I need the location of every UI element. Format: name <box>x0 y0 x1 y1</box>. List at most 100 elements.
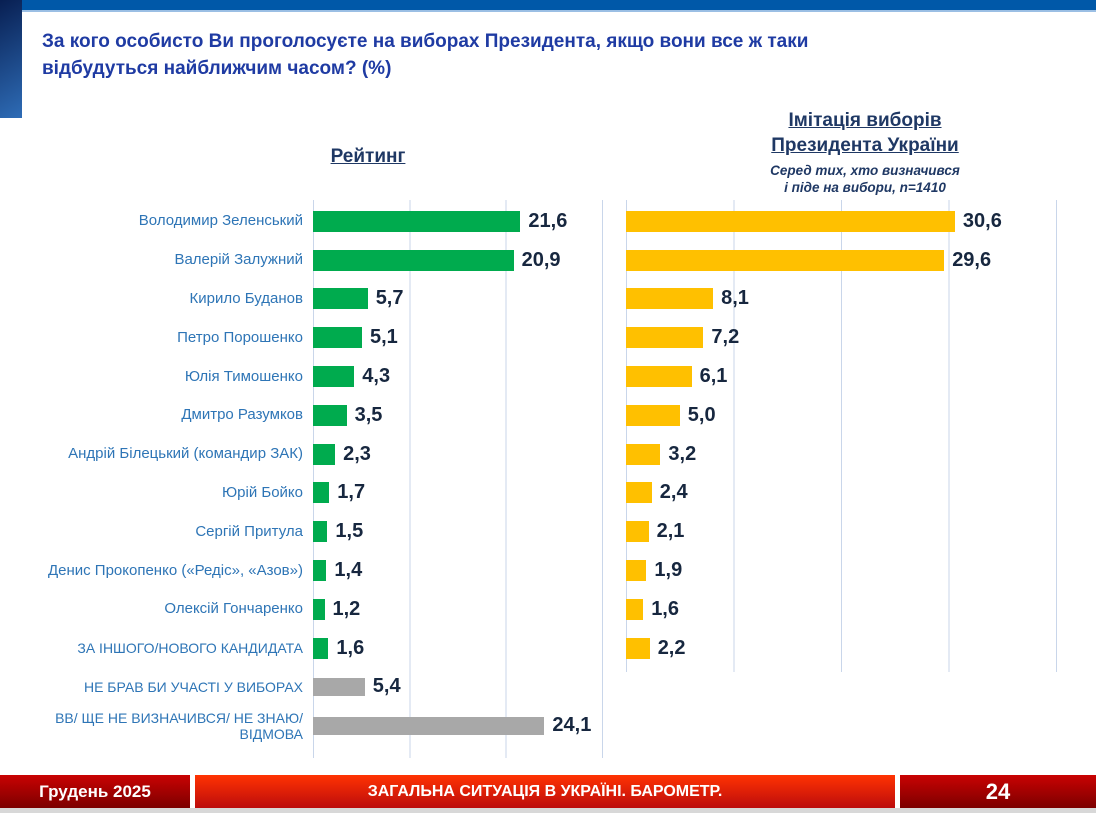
imitation-bar <box>626 249 945 271</box>
imitation-plot-cell: 1,9 <box>626 551 1096 590</box>
value-label: 1,6 <box>651 597 679 620</box>
value-label: 20,9 <box>521 248 561 271</box>
candidate-label: Олексій Гончаренко <box>164 600 303 618</box>
rating-bar <box>313 637 329 659</box>
imitation-bar <box>626 521 649 543</box>
footer-date: Грудень 2025 <box>0 775 190 808</box>
value-label: 2,3 <box>343 442 371 465</box>
candidate-label: Юлія Тимошенко <box>184 367 303 385</box>
imitation-chart-subtitle: Серед тих, хто визначився і піде на вибо… <box>700 162 1030 196</box>
rating-plot-cell: 24,1 <box>313 706 626 745</box>
imitation-bar <box>626 482 652 504</box>
chart-row: Юлія Тимошенко 4,3 6,1 <box>0 357 1096 396</box>
imitation-chart-header: Імітація виборів Президента України Сере… <box>700 108 1030 196</box>
imitation-bar <box>626 210 955 232</box>
rating-plot-cell: 5,4 <box>313 668 626 707</box>
page-number: 24 <box>900 775 1096 808</box>
imitation-bar <box>626 404 680 426</box>
candidate-label: Денис Прокопенко («Редіс», «Азов») <box>47 561 303 579</box>
imitation-plot-cell <box>626 668 1096 707</box>
chart-row: Володимир Зеленський 21,6 30,6 <box>0 202 1096 241</box>
value-label: 24,1 <box>552 714 592 737</box>
value-label: 1,2 <box>332 597 361 620</box>
chart-row: НЕ БРАВ БИ УЧАСТІ У ВИБОРАХ 5,4 <box>0 668 1096 707</box>
candidate-label: Андрій Білецький (командир ЗАК) <box>68 445 303 463</box>
imitation-plot-cell: 30,6 <box>626 202 1096 241</box>
rating-plot-cell: 20,9 <box>313 241 626 280</box>
value-label: 6,1 <box>699 365 728 388</box>
value-label: 5,7 <box>375 287 404 310</box>
footer-separator <box>190 775 195 808</box>
imitation-chart-title-line2: Президента України <box>771 135 959 156</box>
value-label: 1,7 <box>337 481 366 504</box>
chart-row: Андрій Білецький (командир ЗАК) 2,3 3,2 <box>0 435 1096 474</box>
rating-plot-cell: 21,6 <box>313 202 626 241</box>
value-label: 30,6 <box>962 209 1002 232</box>
value-label: 8,1 <box>721 287 749 310</box>
bottom-strip <box>0 808 1096 813</box>
value-label: 29,6 <box>952 248 992 271</box>
slide-title: За кого особисто Ви проголосуєте на вибо… <box>42 31 809 79</box>
imitation-plot-cell: 29,6 <box>626 241 1096 280</box>
chart-row: Сергій Притула 1,5 2,1 <box>0 512 1096 551</box>
value-label: 2,2 <box>657 636 686 659</box>
value-label: 3,5 <box>354 403 383 426</box>
candidate-label: НЕ БРАВ БИ УЧАСТІ У ВИБОРАХ <box>83 678 303 695</box>
imitation-plot-cell: 1,6 <box>626 590 1096 629</box>
imitation-plot-cell: 2,1 <box>626 512 1096 551</box>
rating-plot-cell: 5,7 <box>313 280 626 319</box>
value-label: 2,4 <box>659 481 688 504</box>
value-label: 5,4 <box>372 675 401 698</box>
imitation-bar <box>626 637 650 659</box>
value-label: 4,3 <box>362 365 391 388</box>
candidate-label: Кирило Буданов <box>189 289 303 307</box>
imitation-plot-cell: 5,0 <box>626 396 1096 435</box>
imitation-chart-title-line1: Імітація виборів <box>788 110 942 131</box>
rating-chart-title: Рейтинг <box>330 146 406 167</box>
imitation-plot-cell <box>626 706 1096 745</box>
rating-plot-cell: 2,3 <box>313 435 626 474</box>
value-label: 1,6 <box>336 636 365 659</box>
imitation-chart-subtitle-line2: і піде на вибори, n=1410 <box>784 180 946 195</box>
imitation-plot-cell: 6,1 <box>626 357 1096 396</box>
imitation-bar <box>626 327 704 349</box>
rating-bar <box>313 443 336 465</box>
top-accent-bar <box>0 0 1096 12</box>
rating-bar <box>313 716 545 735</box>
imitation-bar <box>626 560 647 582</box>
value-label: 1,5 <box>335 520 364 543</box>
value-label: 21,6 <box>528 209 568 232</box>
imitation-plot-cell: 7,2 <box>626 318 1096 357</box>
rating-bar <box>313 366 355 388</box>
value-label: 5,0 <box>687 403 716 426</box>
value-label: 2,1 <box>656 520 685 543</box>
value-label: 1,4 <box>334 559 363 582</box>
chart-row: Валерій Залужний 20,9 29,6 <box>0 241 1096 280</box>
rating-bar <box>313 482 330 504</box>
rating-bar <box>313 598 325 620</box>
rating-plot-cell: 1,2 <box>313 590 626 629</box>
rating-plot-cell: 1,6 <box>313 629 626 668</box>
imitation-chart-subtitle-line1: Серед тих, хто визначився <box>770 163 960 178</box>
footer-separator <box>895 775 900 808</box>
rating-bar <box>313 210 521 232</box>
chart-row: ЗА ІНШОГО/НОВОГО КАНДИДАТА 1,6 2,2 <box>0 629 1096 668</box>
rating-plot-cell: 1,4 <box>313 551 626 590</box>
value-label: 5,1 <box>370 326 398 349</box>
imitation-bar <box>626 598 644 620</box>
candidate-label: ВВ/ ЩЕ НЕ ВИЗНАЧИВСЯ/ НЕ ЗНАЮ/ ВІДМОВА <box>55 709 303 742</box>
rating-plot-cell: 5,1 <box>313 318 626 357</box>
rating-bar <box>313 288 368 310</box>
candidate-label: ЗА ІНШОГО/НОВОГО КАНДИДАТА <box>77 640 303 657</box>
rating-bar <box>313 404 347 426</box>
rating-bar <box>313 560 327 582</box>
chart-row: Олексій Гончаренко 1,2 1,6 <box>0 590 1096 629</box>
candidate-label: Сергій Притула <box>195 522 303 540</box>
candidate-label: Петро Порошенко <box>177 328 303 346</box>
value-label: 7,2 <box>711 326 740 349</box>
imitation-plot-cell: 8,1 <box>626 280 1096 319</box>
left-accent-bar <box>0 0 22 118</box>
candidate-label: Валерій Залужний <box>174 251 303 269</box>
rating-bar <box>313 249 514 271</box>
chart-row: ВВ/ ЩЕ НЕ ВИЗНАЧИВСЯ/ НЕ ЗНАЮ/ ВІДМОВА 24… <box>0 706 1096 745</box>
